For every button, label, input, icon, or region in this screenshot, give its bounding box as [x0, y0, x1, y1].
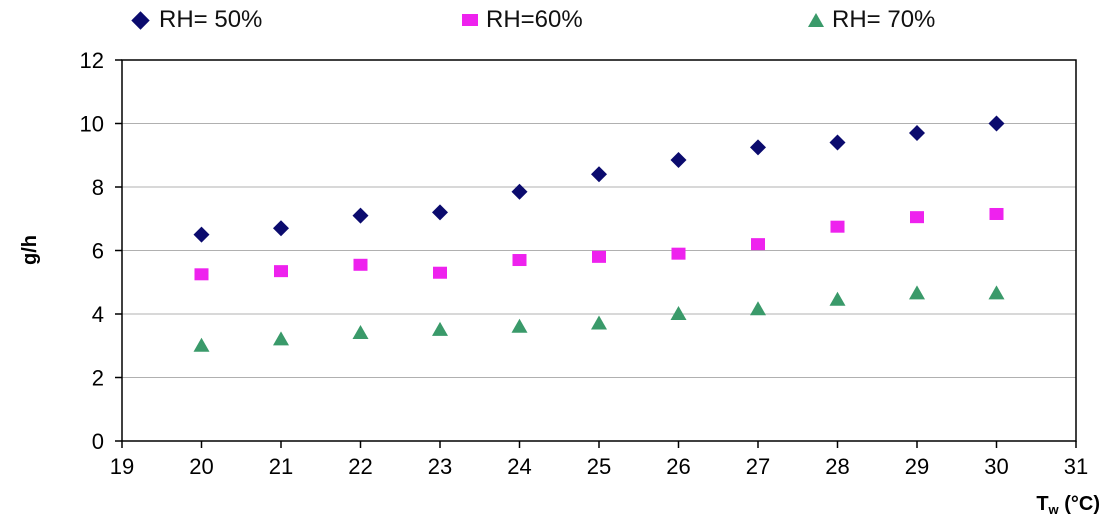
data-point-series-1: [592, 250, 606, 263]
y-tick-label: 8: [92, 175, 104, 200]
legend-item-rh70: RH= 70%: [808, 6, 935, 34]
x-tick-label: 21: [269, 454, 293, 479]
y-tick-label: 12: [80, 48, 104, 73]
data-point-series-2: [511, 318, 528, 333]
data-point-series-1: [353, 258, 368, 271]
data-point-series-0: [988, 115, 1005, 132]
data-point-series-0: [670, 152, 687, 169]
x-tick-label: 24: [507, 454, 531, 479]
data-point-series-1: [751, 238, 765, 251]
data-point-series-0: [273, 220, 289, 237]
x-tick-label: 29: [905, 454, 929, 479]
x-tick-label: 25: [587, 454, 611, 479]
data-point-series-1: [910, 211, 924, 224]
data-point-series-2: [193, 337, 210, 352]
x-tick-label: 30: [984, 454, 1008, 479]
legend-label-rh70: RH= 70%: [832, 6, 936, 33]
y-tick-label: 6: [92, 239, 104, 264]
x-tick-label: 31: [1064, 454, 1088, 479]
data-point-series-2: [273, 331, 289, 346]
legend-item-rh60: RH=60%: [462, 6, 583, 34]
y-tick-label: 0: [92, 429, 104, 454]
legend-label-rh60: RH=60%: [486, 6, 583, 33]
data-point-series-0: [193, 226, 210, 243]
data-point-series-1: [989, 207, 1004, 220]
data-point-series-1: [671, 247, 686, 260]
data-point-series-0: [352, 207, 369, 224]
triangle-marker-icon: [808, 13, 824, 27]
x-axis-label: Tw (°C): [1036, 493, 1100, 517]
data-point-series-2: [829, 291, 846, 306]
data-point-series-0: [511, 183, 528, 200]
data-point-series-0: [591, 166, 607, 183]
legend-label-rh50: RH= 50%: [159, 6, 263, 33]
x-tick-label: 23: [428, 454, 452, 479]
x-tick-label: 28: [825, 454, 849, 479]
x-tick-label: 27: [746, 454, 770, 479]
data-point-series-2: [591, 315, 607, 330]
data-point-series-0: [909, 125, 925, 142]
legend: RH= 50% RH=60% RH= 70%: [0, 6, 1115, 40]
x-tick-label: 26: [666, 454, 690, 479]
data-point-series-0: [829, 134, 846, 151]
y-tick-label: 10: [80, 112, 104, 137]
data-point-series-1: [830, 220, 845, 233]
data-point-series-1: [274, 265, 288, 278]
data-point-series-2: [750, 301, 766, 316]
y-axis-label: g/h: [19, 235, 41, 265]
x-tick-label: 19: [110, 454, 134, 479]
data-point-series-2: [432, 321, 448, 336]
data-point-series-2: [909, 285, 925, 300]
y-tick-label: 4: [92, 302, 104, 327]
data-point-series-1: [433, 266, 447, 279]
y-tick-label: 2: [92, 366, 104, 391]
data-point-series-0: [432, 204, 448, 221]
data-point-series-1: [512, 254, 527, 267]
x-tick-label: 22: [348, 454, 372, 479]
data-point-series-2: [670, 306, 687, 320]
square-marker-icon: [462, 14, 478, 26]
legend-item-rh50: RH= 50%: [130, 6, 262, 34]
data-point-series-2: [988, 285, 1005, 300]
data-point-series-2: [352, 325, 369, 340]
data-point-series-0: [750, 139, 766, 156]
data-point-series-1: [194, 268, 209, 281]
x-tick-label: 20: [189, 454, 213, 479]
